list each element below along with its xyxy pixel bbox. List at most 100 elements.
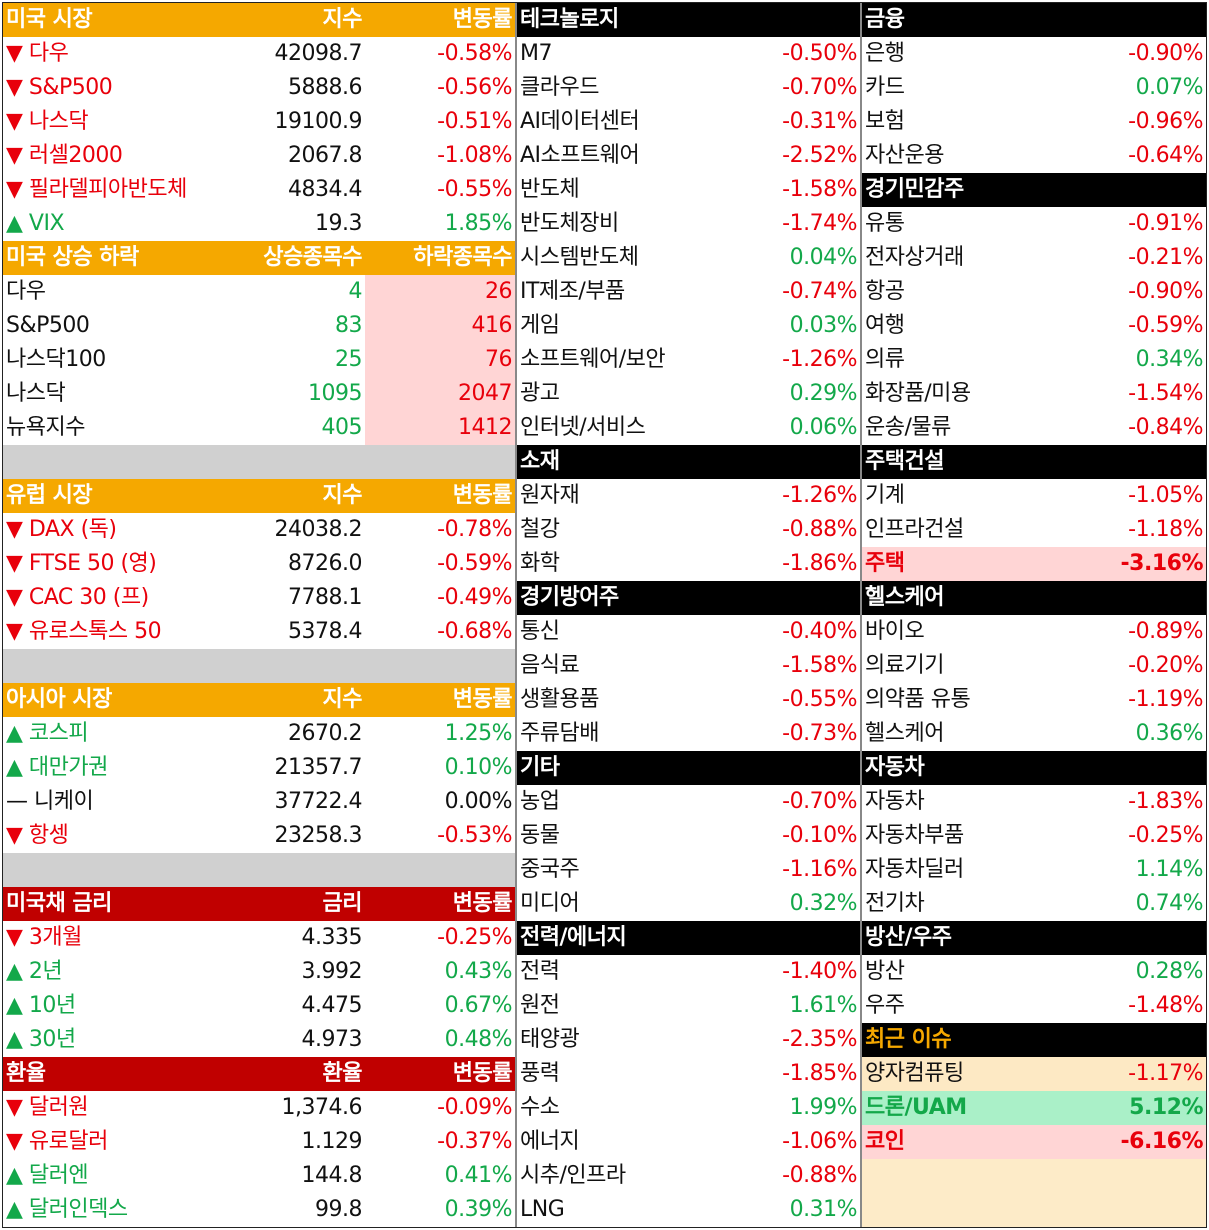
right-column: 금융 은행 -0.90% 카드 0.07% 보험 -0.96% 자산운용 -0.64% 경기민감… [862, 3, 1206, 1227]
data-row: 철강 -0.88% [517, 513, 860, 547]
column-header: 변동률 [452, 891, 513, 916]
item-name: ▼ DAX (독) [6, 517, 117, 542]
item-name: 원자재 [520, 483, 580, 508]
data-row: 반도체장비 -1.74% [517, 207, 860, 241]
data-row: ▼ 필라델피아반도체 4834.4 -0.55% [3, 173, 515, 207]
item-name: 보험 [865, 109, 905, 134]
data-row: 은행 -0.90% [862, 37, 1206, 71]
item-name: 풍력 [520, 1061, 560, 1086]
item-name: ▲ VIX [6, 211, 65, 236]
item-change: 0.29% [789, 381, 858, 406]
item-name: S&P500 [6, 313, 90, 338]
item-name: 원전 [520, 993, 560, 1018]
item-change: -0.53% [437, 823, 512, 848]
item-name: 항공 [865, 279, 905, 304]
section-title: 소재 [520, 449, 560, 474]
item-value: 144.8 [301, 1163, 363, 1188]
data-row: 동물 -0.10% [517, 819, 860, 853]
section-header: 금융 [862, 3, 1206, 37]
section-header: 방산/우주 [862, 921, 1206, 955]
item-name: LNG [520, 1197, 565, 1222]
item-name: 주택 [865, 551, 905, 576]
item-change: -0.88% [782, 517, 857, 542]
item-change: 0.36% [1135, 721, 1204, 746]
data-row: 태양광 -2.35% [517, 1023, 860, 1057]
item-name: — 니케이 [6, 789, 94, 814]
data-row: 반도체 -1.58% [517, 173, 860, 207]
item-change: -0.40% [782, 619, 857, 644]
data-row: 보험 -0.96% [862, 105, 1206, 139]
data-row: ▲ 대만가권 21357.7 0.10% [3, 751, 515, 785]
item-change: 0.10% [444, 755, 513, 780]
section-title: 유럽 시장 [6, 483, 93, 508]
data-row: ▼ 다우 42098.7 -0.58% [3, 37, 515, 71]
data-row: 게임 0.03% [517, 309, 860, 343]
data-row: 인프라건설 -1.18% [862, 513, 1206, 547]
item-name: ▼ FTSE 50 (영) [6, 551, 157, 576]
data-row: ▼ 3개월 4.335 -0.25% [3, 921, 515, 955]
section-header: 주택건설 [862, 445, 1206, 479]
data-row: 자동차딜러 1.14% [862, 853, 1206, 887]
data-row: 생활용품 -0.55% [517, 683, 860, 717]
data-row: ▼ 러셀2000 2067.8 -1.08% [3, 139, 515, 173]
item-value: 2670.2 [288, 721, 362, 746]
data-row: IT제조/부품 -0.74% [517, 275, 860, 309]
item-change: -0.59% [437, 551, 512, 576]
item-change: 0.07% [1135, 75, 1204, 100]
item-name: ▲ 2년 [6, 959, 63, 984]
item-name: ▼ 다우 [6, 41, 69, 66]
item-change: 0.03% [789, 313, 858, 338]
item-name: 중국주 [520, 857, 580, 882]
item-name: 화학 [520, 551, 560, 576]
item-change: 0.41% [444, 1163, 513, 1188]
item-name: 농업 [520, 789, 560, 814]
item-change: -0.55% [437, 177, 512, 202]
data-row: 주류담배 -0.73% [517, 717, 860, 751]
data-row: ▲ 30년 4.973 0.48% [3, 1023, 515, 1057]
section-header: 아시아 시장 지수 변동률 [3, 683, 515, 717]
column-header: 환율 [322, 1061, 363, 1086]
item-change: -0.88% [782, 1163, 857, 1188]
item-value: 4834.4 [288, 177, 362, 202]
item-name: ▲ 10년 [6, 993, 76, 1018]
section: 주택건설 기계 -1.05% 인프라건설 -1.18% 주택 -3.16% [862, 445, 1206, 581]
data-row: 인터넷/서비스 0.06% [517, 411, 860, 445]
item-change: 1.61% [789, 993, 858, 1018]
section-title: 최근 이슈 [865, 1027, 952, 1052]
item-name: 클라우드 [520, 75, 599, 100]
item-change: -0.31% [782, 109, 857, 134]
data-row: 음식료 -1.58% [517, 649, 860, 683]
item-change: -0.90% [1128, 279, 1203, 304]
item-change: -0.09% [437, 1095, 512, 1120]
section: 최근 이슈 양자컴퓨팅 -1.17% 드론/UAM 5.12% 코인 -6.16% [862, 1023, 1206, 1159]
section: 전력/에너지 전력 -1.40% 원전 1.61% 태양광 -2.35% 풍력 -1.85% 수소… [517, 921, 860, 1227]
section-title: 미국 시장 [6, 7, 93, 32]
item-name: 은행 [865, 41, 905, 66]
item-change: 0.00% [444, 789, 513, 814]
item-name: ▼ 필라델피아반도체 [6, 177, 187, 202]
item-change: -2.35% [782, 1027, 857, 1052]
data-row: 다우 4 26 [3, 275, 515, 309]
data-row: AI데이터센터 -0.31% [517, 105, 860, 139]
item-name: IT제조/부품 [520, 279, 625, 304]
item-change: -0.89% [1128, 619, 1203, 644]
item-name: 전자상거래 [865, 245, 964, 270]
item-change: -0.74% [782, 279, 857, 304]
data-row: 원전 1.61% [517, 989, 860, 1023]
item-name: 인프라건설 [865, 517, 964, 542]
item-value: 19.3 [315, 211, 362, 236]
item-value: 1.129 [301, 1129, 363, 1154]
column-header: 금리 [322, 891, 363, 916]
item-name: ▼ 나스닥 [6, 109, 89, 134]
item-name: 양자컴퓨팅 [865, 1061, 964, 1086]
item-name: 소프트웨어/보안 [520, 347, 666, 372]
data-row: 농업 -0.70% [517, 785, 860, 819]
item-name: 시스템반도체 [520, 245, 639, 270]
section-header: 유럽 시장 지수 변동률 [3, 479, 515, 513]
item-name: ▼ 3개월 [6, 925, 82, 950]
column-header: 변동률 [452, 7, 513, 32]
data-row: 주택 -3.16% [862, 547, 1206, 581]
item-down: 76 [365, 343, 515, 377]
data-row: 기계 -1.05% [862, 479, 1206, 513]
